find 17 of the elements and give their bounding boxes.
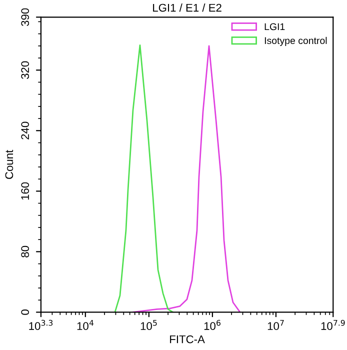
- y-axis-title: Count: [5, 150, 14, 179]
- x-tick-label: 10$^{3.3}$: [29, 320, 53, 330]
- legend-label: LGI1: [264, 23, 285, 30]
- chart-title: LGI1 / E1 / E2: [153, 4, 222, 12]
- x-tick-label: 10$^{6}$: [204, 320, 220, 330]
- legend-label: Isotype control: [264, 36, 327, 46]
- y-tick-label: 320: [21, 61, 30, 79]
- x-tick-label: 10$^{4}$: [77, 320, 94, 330]
- x-tick-label: 10$^{7.9}$: [321, 320, 345, 330]
- y-tick-label: 80: [21, 246, 30, 258]
- x-axis-title: FITC-A: [170, 335, 205, 344]
- y-tick-label: 0: [21, 310, 30, 315]
- y-tick-label: 160: [21, 182, 30, 200]
- x-tick-label: 10$^{7}$: [268, 320, 284, 330]
- y-tick-label: 390: [21, 8, 30, 26]
- x-tick-label: 10$^{5}$: [140, 320, 157, 330]
- y-tick-label: 240: [21, 122, 30, 140]
